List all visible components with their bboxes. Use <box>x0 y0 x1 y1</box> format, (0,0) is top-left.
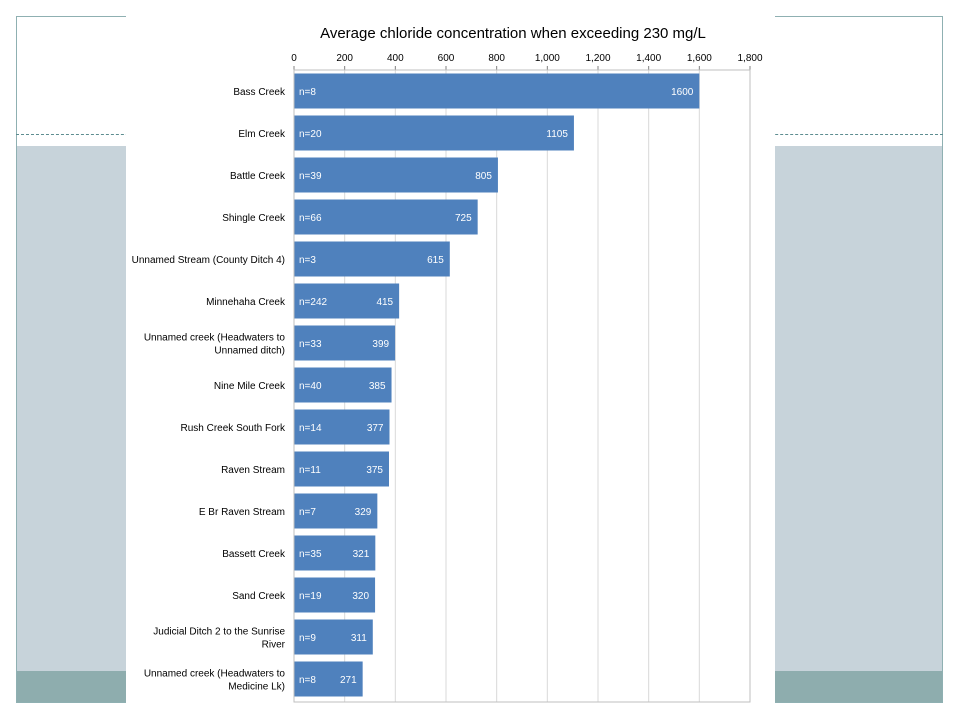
category-label: Nine Mile Creek <box>214 381 286 392</box>
bar-value-label: 375 <box>366 465 383 476</box>
bar-value-label: 415 <box>376 297 393 308</box>
category-label: Elm Creek <box>238 129 286 140</box>
sample-size-label: n=40 <box>299 381 322 392</box>
category-label: Bass Creek <box>233 87 286 98</box>
category-label: E Br Raven Stream <box>199 507 285 518</box>
category-label: Bassett Creek <box>222 549 286 560</box>
bar-value-label: 321 <box>353 549 370 560</box>
bar-value-label: 1600 <box>671 87 694 98</box>
bar-value-label: 320 <box>352 591 369 602</box>
category-label: Minnehaha Creek <box>206 297 286 308</box>
sample-size-label: n=66 <box>299 213 322 224</box>
chart-title: Average chloride concentration when exce… <box>320 25 706 42</box>
bar-value-label: 311 <box>351 633 367 644</box>
bar-value-label: 725 <box>455 213 472 224</box>
bar-value-label: 615 <box>427 255 444 266</box>
category-label: Raven Stream <box>221 465 285 476</box>
bar <box>294 73 700 109</box>
sample-size-label: n=8 <box>299 675 316 686</box>
x-tick-label: 1,800 <box>737 53 762 64</box>
sample-size-label: n=35 <box>299 549 322 560</box>
sample-size-label: n=19 <box>299 591 322 602</box>
bar <box>294 157 498 193</box>
x-axis-ticks: 0 200 400 600 800 1,000 1,200 1,400 1,600 1,800 <box>291 53 763 70</box>
sample-size-label: n=39 <box>299 171 322 182</box>
x-tick-label: 1,200 <box>585 53 610 64</box>
sample-size-label: n=7 <box>299 507 316 518</box>
x-tick-label: 1,600 <box>687 53 712 64</box>
bar <box>294 325 396 361</box>
bar-value-label: 329 <box>355 507 372 518</box>
bar <box>294 661 363 697</box>
bar <box>294 409 390 445</box>
category-label: Unnamed Stream (County Ditch 4) <box>132 255 285 266</box>
x-tick-label: 0 <box>291 53 297 64</box>
bar-value-label: 271 <box>340 675 357 686</box>
sample-size-label: n=11 <box>299 465 321 476</box>
bar-value-label: 385 <box>369 381 386 392</box>
sample-size-label: n=20 <box>299 129 322 140</box>
bar <box>294 241 450 277</box>
bar <box>294 451 389 487</box>
sample-size-label: n=242 <box>299 297 328 308</box>
bars: n=8 1600 n=20 1105 n=39 805 n=66 725 n=3 615 n=242… <box>294 73 700 697</box>
category-label: Judicial Ditch 2 to the Sunrise River <box>153 627 285 651</box>
category-label: Unnamed creek (Headwaters to Unnamed ditc… <box>144 333 286 357</box>
sample-size-label: n=3 <box>299 255 316 266</box>
bar <box>294 577 376 613</box>
bar <box>294 493 378 529</box>
bar-value-label: 399 <box>372 339 389 350</box>
bar <box>294 367 392 403</box>
x-tick-label: 1,000 <box>535 53 560 64</box>
x-tick-label: 200 <box>336 53 353 64</box>
x-tick-label: 400 <box>387 53 404 64</box>
bar <box>294 619 373 655</box>
sample-size-label: n=14 <box>299 423 322 434</box>
bar <box>294 283 400 319</box>
x-tick-label: 600 <box>438 53 455 64</box>
category-labels: Bass Creek Elm Creek Battle Creek Shingle C… <box>132 87 286 693</box>
bar-value-label: 377 <box>367 423 384 434</box>
category-label: Shingle Creek <box>222 213 286 224</box>
bar-value-label: 805 <box>475 171 492 182</box>
x-tick-label: 1,400 <box>636 53 661 64</box>
plot-frame <box>293 69 751 703</box>
category-label: Sand Creek <box>232 591 286 602</box>
bar <box>294 199 478 235</box>
bar <box>294 115 574 151</box>
sample-size-label: n=8 <box>299 87 316 98</box>
category-label: Unnamed creek (Headwaters to Medicine Lk) <box>144 669 286 693</box>
sample-size-label: n=9 <box>299 633 316 644</box>
category-label: Rush Creek South Fork <box>181 423 286 434</box>
category-label: Battle Creek <box>230 171 286 182</box>
bar <box>294 535 376 571</box>
sample-size-label: n=33 <box>299 339 322 350</box>
bar-value-label: 1105 <box>546 129 568 140</box>
x-tick-label: 800 <box>488 53 505 64</box>
